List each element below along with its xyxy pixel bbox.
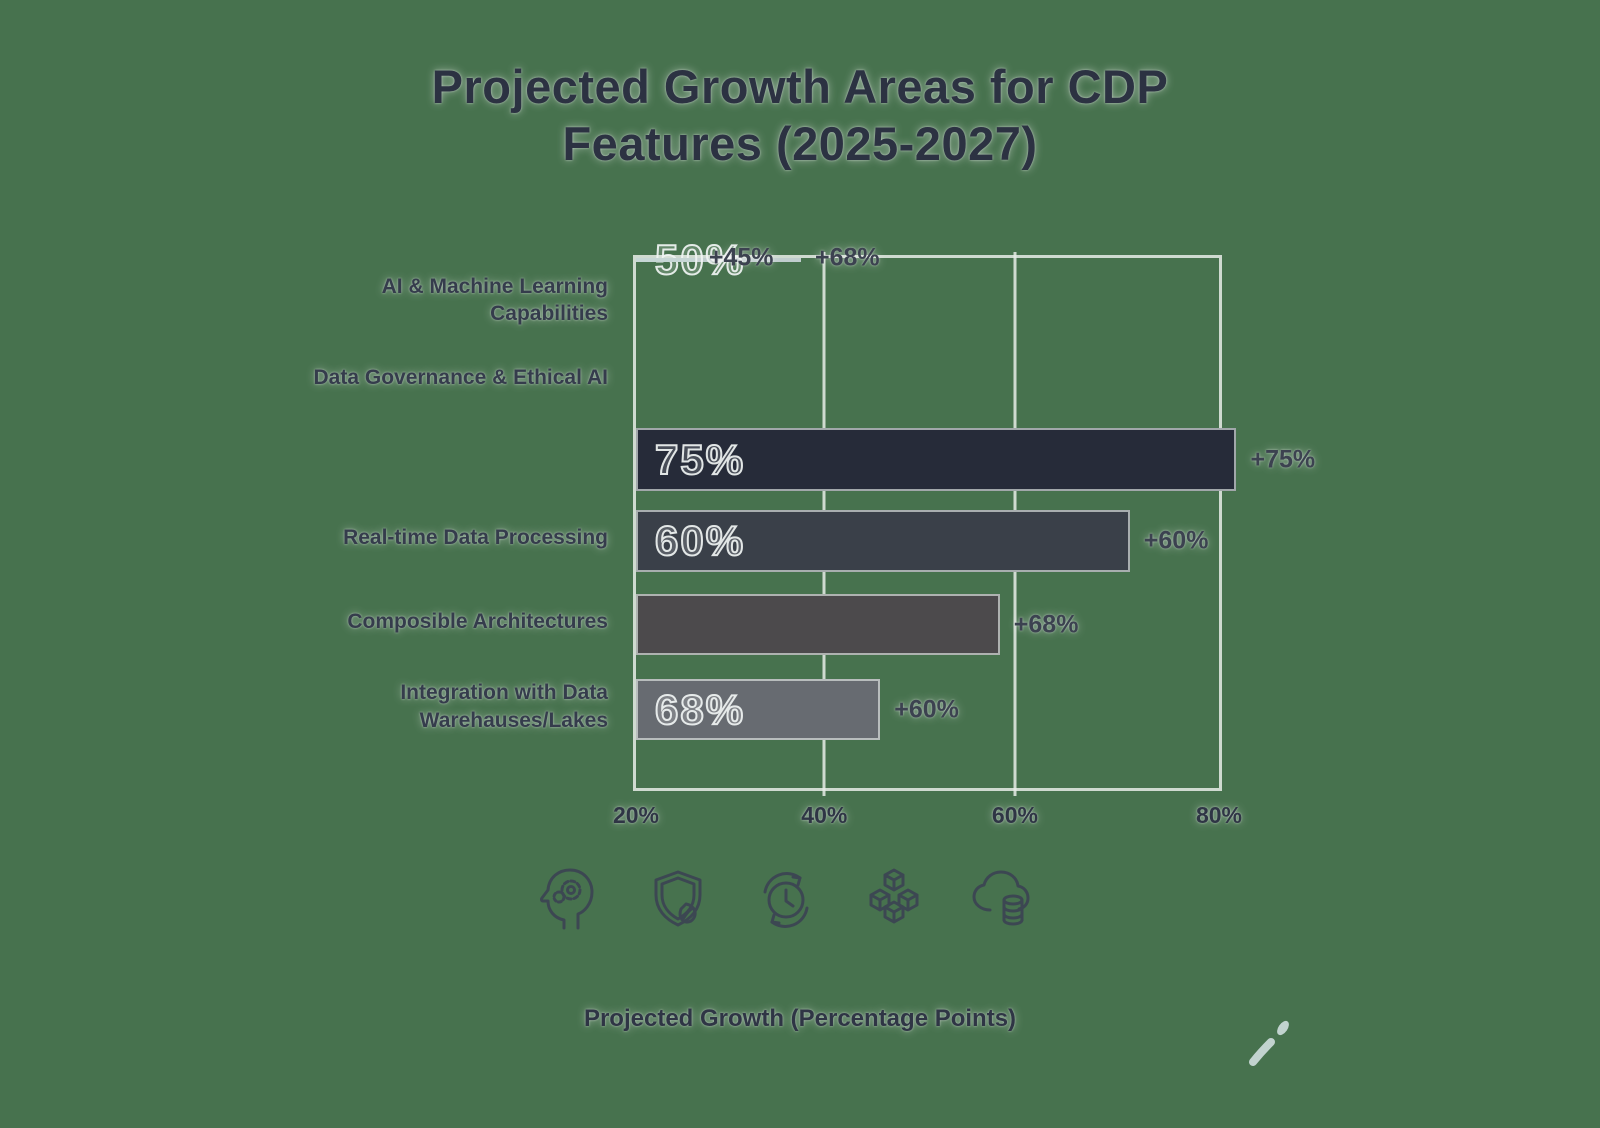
bar-row: 75% +75% — [636, 428, 1315, 491]
category-label: Composible Architectures — [347, 609, 608, 633]
x-tick-label: 20% — [612, 802, 660, 828]
bar: 75% — [636, 428, 1237, 491]
bar-row: 68% +60% — [636, 679, 1219, 740]
bar-value-label: 68% — [654, 685, 746, 734]
category-label: Real-time Data Processing — [343, 526, 608, 550]
growth-annotation: +60% — [1143, 526, 1209, 555]
brush-artifact — [1249, 1020, 1289, 1066]
x-tick-label: 60% — [991, 802, 1038, 828]
category-label: Integration with Data Warehauses/Lakes — [400, 681, 608, 732]
bar-value-label: 60% — [654, 516, 746, 565]
category-label: AI & Machine Learning Capabilities — [381, 274, 608, 325]
growth-annotation: +45% — [708, 243, 774, 272]
bar: 60% — [636, 510, 1130, 572]
chart-plot: 75% +75% 60% +60% +68% 68% +60% 50% — [613, 235, 1315, 828]
growth-annotation: +60% — [894, 695, 959, 723]
realtime-clock-icon — [763, 872, 809, 928]
x-tick-label: 80% — [1195, 802, 1243, 828]
bar: 50% — [636, 235, 801, 284]
shield-leaf-icon — [654, 870, 702, 927]
bar-row: 60% +60% — [636, 510, 1219, 572]
cubes-icon — [869, 868, 919, 924]
bar: 68% — [636, 679, 881, 740]
category-labels: AI & Machine Learning Capabilities Data … — [268, 255, 608, 785]
feature-icons-row — [534, 852, 1038, 948]
x-tick-label: 40% — [801, 802, 848, 828]
bar — [636, 258, 695, 262]
page-title-line1: Projected Growth Areas for CDP — [431, 60, 1169, 113]
page-title-line2: Features (2025-2027) — [562, 117, 1038, 171]
growth-annotation: +68% — [814, 243, 880, 272]
ai-brain-icon — [539, 868, 594, 930]
bar — [636, 594, 1000, 655]
bar-value-label: 75% — [654, 435, 746, 484]
bar-row: +68% — [636, 594, 1219, 655]
axis-title: Projected Growth (Percentage Points) — [583, 1005, 1017, 1032]
growth-annotation: +75% — [1250, 445, 1316, 473]
category-label: Data Governance & Ethical AI — [313, 365, 608, 389]
page-title: Projected Growth Areas for CDP Features … — [0, 58, 1600, 173]
cloud-database-icon — [972, 870, 1030, 926]
growth-annotation: +68% — [1013, 610, 1079, 638]
category-label — [268, 425, 608, 488]
